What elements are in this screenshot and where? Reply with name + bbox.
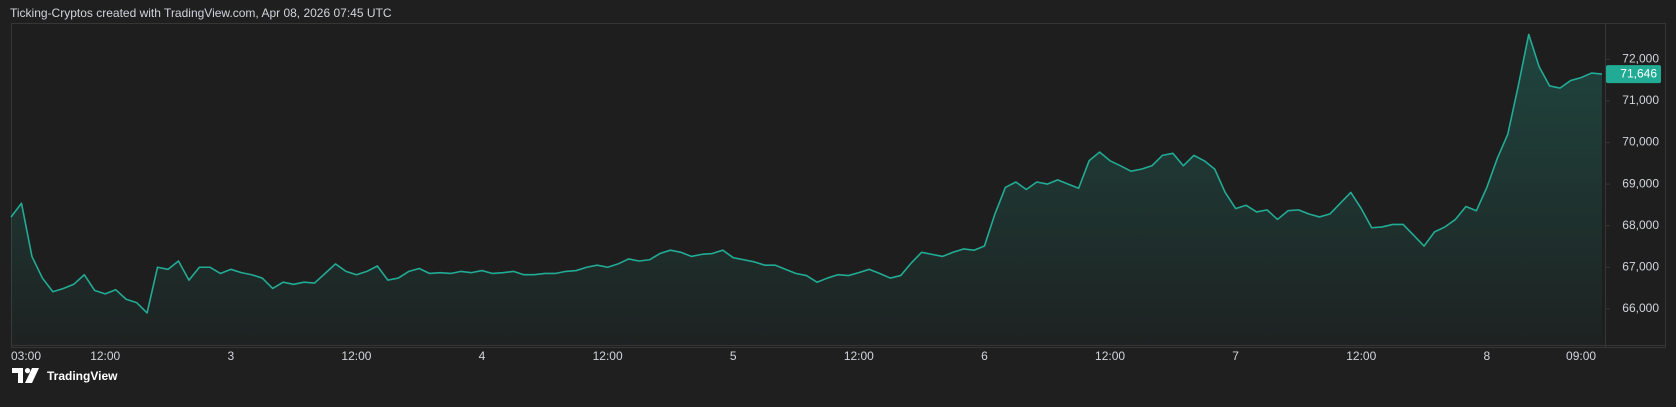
logo-icon [24,368,31,374]
logo-icon [12,368,23,383]
y-tick-label: 71,000 [1622,93,1659,107]
y-tick-label: 70,000 [1622,135,1659,149]
y-tick-label: 72,000 [1622,52,1659,66]
x-tick-label: 12:00 [341,349,371,363]
brand: TradingView [47,369,118,383]
x-tick-label: 12:00 [593,349,623,363]
x-tick-label: 09:00 [1566,349,1596,363]
x-tick-label: 12:00 [1346,349,1376,363]
x-tick-label: 12:00 [90,349,120,363]
header: Ticking-Cryptos created with TradingView… [10,6,392,20]
x-tick-label: 3 [227,349,234,363]
y-tick-label: 66,000 [1622,301,1659,315]
logo [12,368,39,383]
x-tick-label: 12:00 [844,349,874,363]
x-tick-label: 8 [1484,349,1491,363]
price-line [10,33,1603,314]
y-tick-label: 69,000 [1622,176,1659,190]
x-tick-label: 5 [730,349,737,363]
x-tick-label: 12:00 [1095,349,1125,363]
x-tick-label: 03:00 [11,349,41,363]
last-price-label: 71,646 [1620,67,1657,81]
x-tick-label: 4 [479,349,486,363]
y-tick-label: 68,000 [1622,218,1659,232]
logo-icon [25,368,39,383]
last-price-tag [1606,65,1661,84]
area [11,34,1602,346]
y-tick-label: 67,000 [1622,259,1659,273]
x-tick-label: 7 [1232,349,1239,363]
x-tick-label: 6 [981,349,988,363]
